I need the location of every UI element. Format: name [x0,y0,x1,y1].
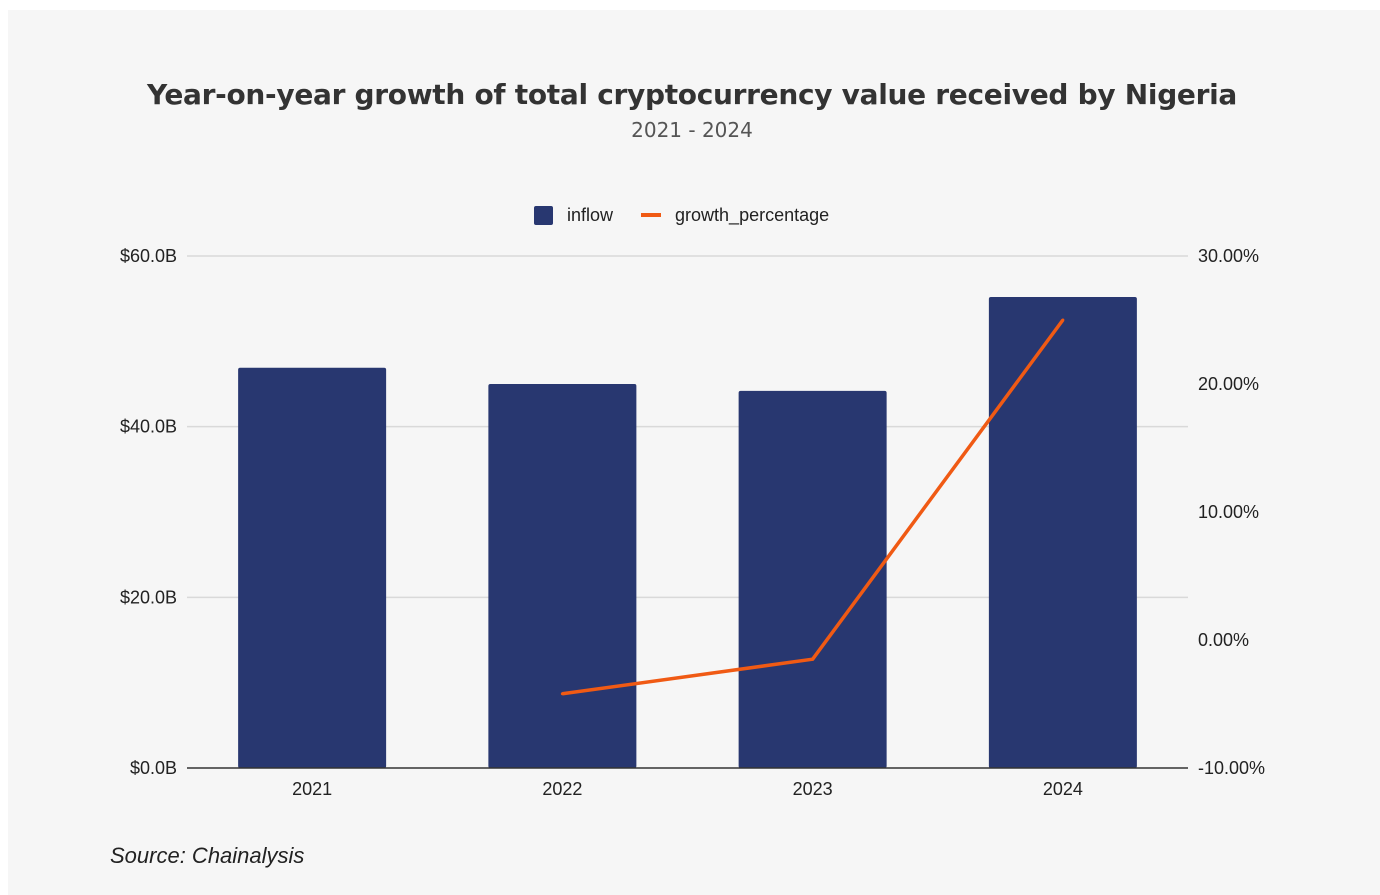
y-right-tick-label: -10.00% [1198,758,1265,778]
y-right-tick-label: 20.00% [1198,374,1259,394]
growth-point-2022 [560,692,564,696]
legend: inflow growth_percentage [534,203,829,227]
x-tick-label: 2022 [542,779,582,799]
x-tick-label: 2024 [1043,779,1083,799]
legend-label-inflow: inflow [567,204,614,225]
growth-point-2024 [1061,318,1065,322]
bar-2024 [988,296,1137,768]
y-left-tick-label: $20.0B [120,587,177,607]
bar-2022 [488,384,637,768]
x-tick-label: 2021 [292,779,332,799]
y-left-tick-label: $60.0B [120,246,177,266]
bar-2023 [738,390,887,768]
y-left-tick-label: $40.0B [120,417,177,437]
chart-panel [8,10,1380,895]
chart-title: Year-on-year growth of total cryptocurre… [146,78,1238,111]
legend-label-growth: growth_percentage [675,204,830,225]
y-right-tick-label: 30.00% [1198,246,1259,266]
bar-2021 [238,367,387,768]
y-left-tick-label: $0.0B [130,758,177,778]
y-right-tick-label: 10.00% [1198,502,1259,522]
legend-swatch-inflow [534,205,553,225]
growth-point-2023 [811,657,815,661]
source-note: Source: Chainalysis [110,843,305,868]
y-right-tick-label: 0.00% [1198,630,1249,650]
legend-swatch-growth [641,213,662,217]
x-tick-label: 2023 [793,779,833,799]
chart-subtitle: 2021 - 2024 [631,118,753,142]
